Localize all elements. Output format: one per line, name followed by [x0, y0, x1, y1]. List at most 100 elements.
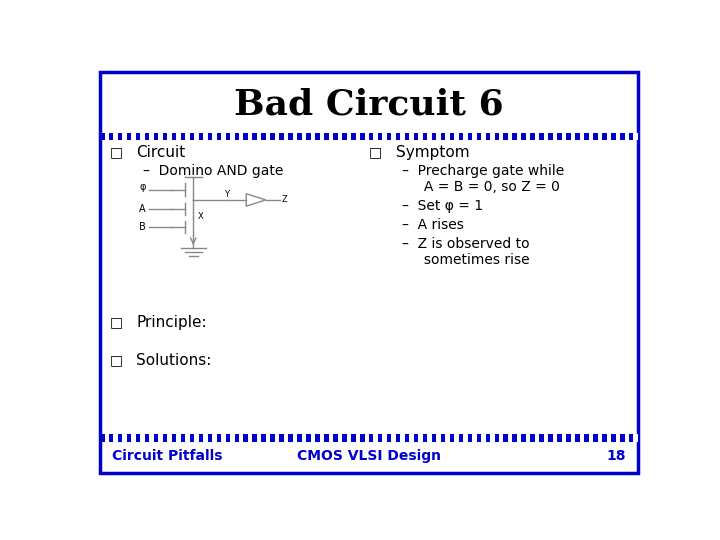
Bar — [320, 133, 324, 140]
Bar — [503, 434, 508, 442]
Bar — [261, 434, 266, 442]
Bar — [405, 434, 410, 442]
Text: –  Set φ = 1: – Set φ = 1 — [402, 199, 484, 213]
Bar — [360, 133, 364, 140]
Bar — [122, 434, 127, 442]
Bar — [459, 434, 463, 442]
Bar — [611, 434, 616, 442]
Bar — [387, 434, 392, 442]
Bar — [513, 434, 517, 442]
Bar — [544, 434, 549, 442]
Bar — [387, 133, 392, 140]
Bar — [207, 133, 212, 140]
Bar — [253, 434, 257, 442]
Bar — [477, 133, 481, 140]
Text: □: □ — [369, 145, 382, 159]
Bar — [338, 133, 342, 140]
Bar — [463, 133, 467, 140]
Bar — [118, 133, 122, 140]
Bar — [472, 434, 477, 442]
Bar — [163, 133, 167, 140]
Text: Bad Circuit 6: Bad Circuit 6 — [234, 87, 504, 122]
Bar — [311, 434, 315, 442]
Bar — [602, 434, 606, 442]
Text: Y: Y — [224, 191, 229, 199]
Text: CMOS VLSI Design: CMOS VLSI Design — [297, 449, 441, 463]
Bar — [333, 434, 338, 442]
Bar — [167, 434, 172, 442]
Bar — [189, 133, 194, 140]
Bar — [145, 133, 149, 140]
Bar — [374, 133, 378, 140]
Text: –  Precharge gate while: – Precharge gate while — [402, 164, 564, 178]
Bar — [553, 133, 557, 140]
Bar — [172, 434, 176, 442]
Bar — [257, 133, 261, 140]
Bar — [490, 434, 495, 442]
FancyBboxPatch shape — [100, 72, 638, 473]
Bar — [364, 133, 369, 140]
Bar — [436, 133, 441, 140]
Bar — [109, 133, 114, 140]
Bar — [302, 133, 306, 140]
Bar — [320, 434, 324, 442]
Bar — [217, 434, 221, 442]
Bar — [606, 133, 611, 140]
Text: Circuit Pitfalls: Circuit Pitfalls — [112, 449, 222, 463]
Text: Circuit: Circuit — [136, 145, 186, 160]
Bar — [544, 133, 549, 140]
Text: Solutions:: Solutions: — [136, 353, 212, 368]
Text: 18: 18 — [606, 449, 626, 463]
Bar — [557, 133, 562, 140]
Bar — [158, 133, 163, 140]
Bar — [235, 434, 239, 442]
Bar — [114, 133, 118, 140]
Bar — [239, 133, 243, 140]
Bar — [346, 434, 351, 442]
Bar — [508, 133, 513, 140]
Bar — [382, 434, 387, 442]
Bar — [432, 434, 436, 442]
Bar — [575, 434, 580, 442]
Bar — [539, 133, 544, 140]
Bar — [521, 133, 526, 140]
Bar — [199, 434, 203, 442]
Bar — [472, 133, 477, 140]
Bar — [194, 133, 199, 140]
Bar — [275, 434, 279, 442]
Bar — [306, 133, 311, 140]
Bar — [517, 133, 521, 140]
Bar — [378, 133, 382, 140]
Bar — [167, 133, 172, 140]
Bar — [616, 434, 620, 442]
Text: –  Z is observed to: – Z is observed to — [402, 237, 530, 251]
Bar — [346, 133, 351, 140]
Bar — [400, 434, 405, 442]
Bar — [598, 434, 602, 442]
Bar — [140, 133, 145, 140]
Bar — [100, 133, 104, 140]
Bar — [602, 133, 606, 140]
Bar — [526, 133, 531, 140]
Bar — [611, 133, 616, 140]
Bar — [396, 133, 400, 140]
Bar — [185, 133, 189, 140]
Bar — [104, 434, 109, 442]
Bar — [279, 434, 284, 442]
Bar — [369, 434, 374, 442]
Bar — [338, 434, 342, 442]
Bar — [253, 133, 257, 140]
Bar — [481, 434, 485, 442]
Bar — [423, 133, 427, 140]
Bar — [230, 133, 235, 140]
Bar — [405, 133, 410, 140]
Bar — [351, 133, 356, 140]
Bar — [414, 434, 418, 442]
Bar — [499, 133, 503, 140]
Text: A = B = 0, so Z = 0: A = B = 0, so Z = 0 — [402, 180, 560, 194]
Bar — [203, 434, 207, 442]
Bar — [342, 133, 346, 140]
Bar — [485, 133, 490, 140]
Bar — [580, 133, 584, 140]
Bar — [485, 434, 490, 442]
